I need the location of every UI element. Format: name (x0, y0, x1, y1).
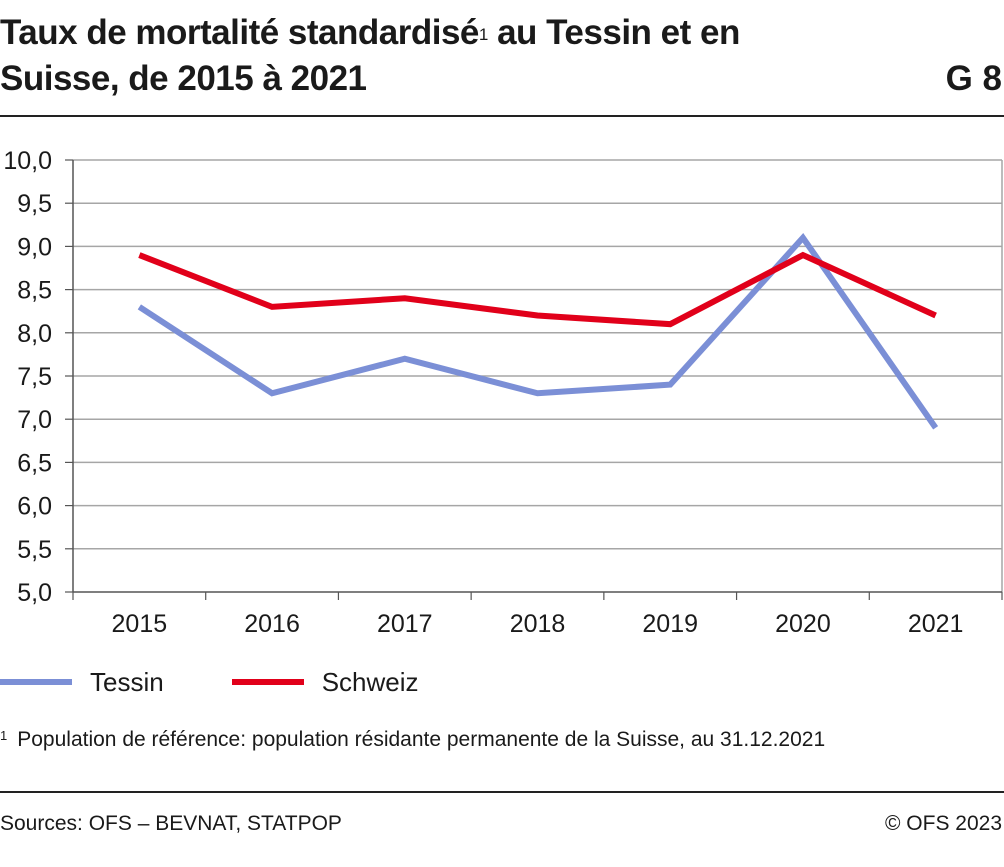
y-tick-label: 9,5 (17, 190, 52, 218)
chart-code: G 8 (945, 59, 1002, 98)
copyright-text: © OFS 2023 (884, 812, 1002, 835)
y-tick-label: 5,5 (17, 536, 52, 564)
y-tick-label: 8,0 (17, 320, 52, 348)
legend-swatch-tessin (0, 679, 72, 685)
top-divider (0, 115, 1004, 117)
title-text-1: Taux de mortalité standardisé (0, 13, 479, 52)
y-tick-label: 8,5 (17, 277, 52, 305)
legend-label-tessin: Tessin (90, 666, 164, 697)
legend-swatch-schweiz (231, 679, 304, 685)
x-tick-label: 2019 (642, 610, 698, 638)
title-text-2: au Tessin et en Suisse, de 2015 à 2021 (0, 13, 740, 98)
footnote-text: Population de référence: population rési… (17, 728, 826, 751)
x-tick-label: 2021 (908, 610, 964, 638)
y-tick-label: 9,0 (17, 233, 52, 261)
x-tick-label: 2018 (510, 610, 566, 638)
footnote-marker: 1 (0, 728, 8, 743)
y-tick-label: 7,0 (17, 406, 52, 434)
y-tick-label: 10,0 (3, 147, 52, 175)
line-chart: 5,0 5,5 6,0 6,5 7,0 7,5 8,0 8,5 9,0 9,5 10,0 2015 20… (3, 147, 1003, 638)
chart-title: Taux de mortalité standardisé1 au Tessin… (0, 10, 860, 102)
source-text: Sources: OFS – BEVNAT, STATPOP (0, 812, 342, 835)
legend: Tessin Schweiz (0, 662, 487, 702)
x-tick-label: 2020 (775, 610, 831, 638)
title-footnote-marker: 1 (478, 25, 488, 44)
y-tick-label: 7,5 (17, 363, 52, 391)
x-tick-label: 2016 (244, 610, 300, 638)
legend-item-tessin: Tessin (0, 667, 164, 698)
legend-item-schweiz: Schweiz (231, 666, 419, 698)
y-tick-label: 6,5 (17, 449, 52, 477)
bottom-divider (0, 791, 1004, 793)
series-line-schweiz (138, 251, 937, 328)
x-tick-label: 2015 (112, 610, 168, 638)
footnote: 1 Population de référence: population rés… (0, 728, 825, 752)
x-tick-label: 2017 (377, 610, 433, 638)
legend-label-schweiz: Schweiz (321, 666, 419, 697)
y-tick-label: 6,0 (17, 493, 52, 521)
y-tick-label: 5,0 (17, 579, 52, 607)
series-line-tessin (137, 232, 939, 430)
